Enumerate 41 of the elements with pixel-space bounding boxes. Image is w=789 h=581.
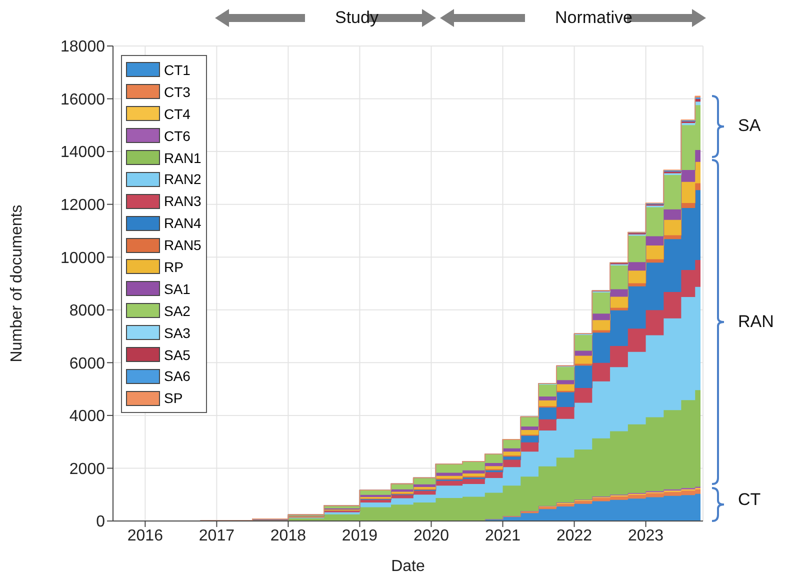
legend-label: RAN5 xyxy=(164,237,202,254)
y-tick-label: 4000 xyxy=(69,408,106,426)
y-tick-label: 16000 xyxy=(60,91,106,108)
legend-label: SA1 xyxy=(164,280,190,297)
legend-label: SP xyxy=(164,390,183,406)
text: CT xyxy=(738,490,761,510)
x-tick-label: 2021 xyxy=(484,527,521,544)
legend-label: CT1 xyxy=(164,62,190,78)
legend-label: RAN1 xyxy=(164,150,202,166)
y-tick-label: 2000 xyxy=(69,460,106,478)
legend-label: SA2 xyxy=(164,302,190,319)
legend-label: CT6 xyxy=(164,128,190,144)
y-tick-label: 10000 xyxy=(60,250,106,267)
x-tick-label: 2016 xyxy=(127,527,164,544)
legend-label: SA3 xyxy=(164,324,190,341)
y-tick-label: 6000 xyxy=(69,355,106,372)
text: Study xyxy=(335,8,378,28)
y-tick-label: 12000 xyxy=(60,197,106,214)
text: SA xyxy=(738,116,761,136)
text: RAN xyxy=(738,312,774,332)
y-tick-label: 18000 xyxy=(60,38,106,56)
legend-label: RAN4 xyxy=(164,215,202,232)
text: Normative xyxy=(555,8,632,28)
legend-label: CT4 xyxy=(164,106,190,122)
x-axis-title: Date xyxy=(391,558,425,575)
x-tick-label: 2022 xyxy=(556,527,592,544)
y-tick-label: 8000 xyxy=(69,302,106,320)
legend-label: CT3 xyxy=(164,84,190,100)
y-axis-title: Number of documents xyxy=(8,204,26,362)
legend-label: RP xyxy=(164,258,184,275)
y-tick-label: 0 xyxy=(96,514,106,531)
legend-label: RAN2 xyxy=(164,171,202,188)
x-tick-label: 2020 xyxy=(413,527,450,544)
legend-label: SA5 xyxy=(164,346,190,363)
x-tick-label: 2017 xyxy=(198,527,235,544)
legend-label: RAN3 xyxy=(164,193,202,210)
legend-label: SA6 xyxy=(164,368,190,384)
x-tick-label: 2018 xyxy=(270,527,306,544)
y-tick-label: 14000 xyxy=(60,144,106,162)
x-tick-label: 2023 xyxy=(628,527,664,544)
x-tick-label: 2019 xyxy=(342,527,378,544)
